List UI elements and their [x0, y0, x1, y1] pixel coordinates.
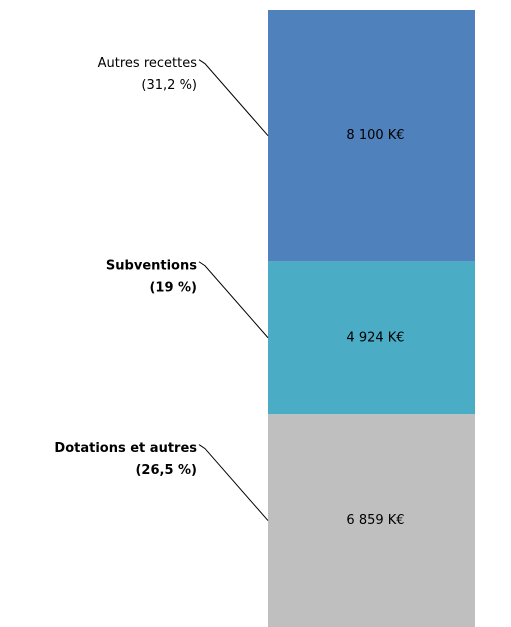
segment-share: (31,2 %)	[141, 78, 197, 93]
value-label: 8 100 K€	[346, 128, 404, 143]
segment-name: Autres recettes	[98, 56, 198, 71]
leader-line	[198, 261, 269, 339]
leader-line	[198, 444, 269, 521]
segment-share: (19 %)	[149, 280, 197, 295]
leader-line	[198, 59, 269, 137]
value-label: 4 924 K€	[346, 330, 404, 345]
bar-segment	[268, 10, 475, 262]
value-label: 6 859 K€	[346, 513, 404, 528]
bar-segment	[268, 261, 475, 415]
bar-segment	[268, 414, 475, 627]
segment-share: (26,5 %)	[135, 463, 197, 478]
segment-name: Dotations et autres	[54, 441, 197, 456]
segment-name: Subventions	[106, 258, 197, 273]
